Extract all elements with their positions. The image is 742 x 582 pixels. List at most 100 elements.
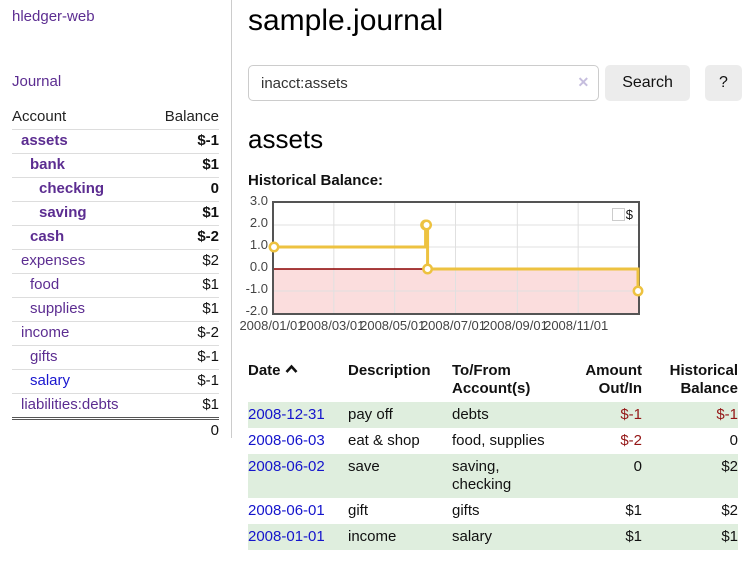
register-header-historical: Historical Balance <box>669 362 738 397</box>
transaction-description: gift <box>348 502 369 519</box>
account-row: saving $1 <box>12 201 219 226</box>
search-button[interactable]: Search <box>605 65 690 101</box>
account-name-cell: bank <box>12 153 150 178</box>
account-link[interactable]: bank <box>30 156 66 173</box>
search-input-wrap: ✕ <box>248 65 600 101</box>
transaction-balance: $2 <box>721 458 738 475</box>
historical-balance-chart: $ 3.0 2.0 1.0 0.0 -1.0 -2.0 2008/01/01 2008/03/… <box>239 194 742 339</box>
search-bar: ✕ Search ? <box>248 65 742 101</box>
y-axis-tick-label: -1.0 <box>245 281 268 296</box>
account-row: cash $-2 <box>12 225 219 250</box>
transaction-row: 2008-06-01 gift gifts $1 $2 <box>248 498 738 524</box>
account-row: salary $-1 <box>12 369 219 394</box>
account-row: income $-2 <box>12 321 219 346</box>
accounts-total-row: 0 <box>12 417 219 443</box>
transaction-description: pay off <box>348 406 393 423</box>
account-heading: assets <box>248 124 324 154</box>
account-link[interactable]: income <box>21 324 70 341</box>
x-axis-tick-label: 2008/01/01 <box>239 318 305 333</box>
account-row: liabilities:debts $1 <box>12 393 219 419</box>
y-axis-tick-label: -2.0 <box>245 303 268 318</box>
account-name-cell: assets <box>12 129 150 154</box>
account-balance: $-2 <box>149 321 219 346</box>
account-name-cell: income <box>12 321 150 346</box>
account-name-cell: food <box>12 273 150 298</box>
register-header-description: Description <box>348 362 431 379</box>
y-axis-tick-label: 2.0 <box>249 215 268 230</box>
app-title-link[interactable]: hledger-web <box>12 8 95 25</box>
transaction-amount: $-1 <box>620 406 642 423</box>
transaction-balance: 0 <box>729 432 738 449</box>
account-row: checking 0 <box>12 177 219 202</box>
transaction-accounts: food, supplies <box>452 432 545 449</box>
transaction-amount: $1 <box>625 502 642 519</box>
x-axis-tick-label: 2008/09/01 <box>482 318 548 333</box>
search-input[interactable] <box>248 65 600 101</box>
account-name-cell: gifts <box>12 345 150 370</box>
account-row: assets $-1 <box>12 129 219 154</box>
account-name-cell: checking <box>12 177 150 202</box>
account-link[interactable]: expenses <box>21 252 86 269</box>
transaction-accounts: saving, checking <box>452 458 512 493</box>
transaction-row: 2008-01-01 income salary $1 $1 <box>248 524 738 550</box>
main-content: sample.journal ✕ Search ? assets Histori… <box>239 0 742 550</box>
account-balance: $-1 <box>149 129 219 154</box>
transaction-balance: $1 <box>721 528 738 545</box>
account-balance: $1 <box>149 201 219 226</box>
accounts-header-account: Account <box>12 108 67 125</box>
y-axis-tick-label: 1.0 <box>249 237 268 252</box>
x-axis-tick-label: 2008/11/01 <box>544 318 609 333</box>
transaction-amount: $1 <box>625 528 642 545</box>
y-axis-tick-label: 3.0 <box>249 193 268 208</box>
clear-search-icon[interactable]: ✕ <box>577 74 590 90</box>
account-link[interactable]: checking <box>39 180 105 197</box>
account-name-cell: supplies <box>12 297 150 322</box>
help-button[interactable]: ? <box>704 65 742 101</box>
accounts-header-balance: Balance <box>164 108 219 125</box>
account-link[interactable]: liabilities:debts <box>21 396 119 413</box>
account-link[interactable]: supplies <box>30 300 86 317</box>
transaction-date-cell: 2008-01-01 <box>248 524 348 550</box>
account-balance: $-1 <box>149 369 219 394</box>
transaction-amount: 0 <box>633 458 642 475</box>
account-balance: 0 <box>149 177 219 202</box>
chart-legend: $ <box>611 207 633 222</box>
chart-canvas <box>268 203 644 313</box>
accounts-total-value: 0 <box>149 417 219 443</box>
transaction-date-link[interactable]: 2008-06-01 <box>248 502 325 519</box>
transaction-date-cell: 2008-06-02 <box>248 454 348 498</box>
accounts-table: Account Balance assets $-1 bank $1 checking 0… <box>12 106 219 443</box>
page-title: sample.journal <box>248 4 444 37</box>
register-header-amount: Amount Out/In <box>585 362 642 397</box>
transaction-amount: $-2 <box>620 432 642 449</box>
transaction-date-link[interactable]: 2008-12-31 <box>248 406 325 423</box>
account-link[interactable]: salary <box>30 372 71 389</box>
sidebar-item-journal[interactable]: Journal <box>12 73 62 90</box>
register-header-date[interactable]: Date <box>248 358 348 402</box>
account-link[interactable]: food <box>30 276 60 293</box>
transaction-description: eat & shop <box>348 432 420 449</box>
account-balance: $1 <box>149 393 219 419</box>
x-axis-tick-label: 2008/03/01 <box>299 318 365 333</box>
account-link[interactable]: assets <box>21 132 68 149</box>
account-link[interactable]: cash <box>30 228 65 245</box>
legend-label: $ <box>625 207 633 222</box>
account-balance: $2 <box>149 249 219 274</box>
account-row: gifts $-1 <box>12 345 219 370</box>
account-name-cell: liabilities:debts <box>12 393 150 419</box>
y-axis-tick-label: 0.0 <box>249 259 268 274</box>
account-balance: $-1 <box>149 345 219 370</box>
account-balance: $1 <box>149 153 219 178</box>
account-link[interactable]: saving <box>39 204 87 221</box>
transaction-date-link[interactable]: 2008-06-03 <box>248 432 325 449</box>
transaction-date-link[interactable]: 2008-01-01 <box>248 528 325 545</box>
transaction-row: 2008-12-31 pay off debts $-1 $-1 <box>248 402 738 428</box>
account-row: supplies $1 <box>12 297 219 322</box>
account-row: food $1 <box>12 273 219 298</box>
x-axis-tick-label: 2008/05/01 <box>360 318 426 333</box>
x-axis-tick-label: 2008/07/01 <box>420 318 487 333</box>
chart-plot-area: $ <box>268 201 644 315</box>
account-name-cell: cash <box>12 225 150 250</box>
transaction-date-link[interactable]: 2008-06-02 <box>248 458 325 475</box>
account-link[interactable]: gifts <box>30 348 58 365</box>
